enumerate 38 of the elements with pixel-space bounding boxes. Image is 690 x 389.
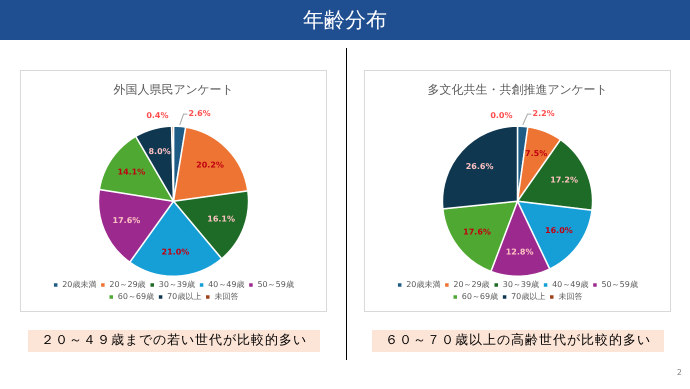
data-label: 14.1% <box>118 167 146 176</box>
legend-label: 60～69歳 <box>462 292 498 302</box>
legend-label: 20歳未満 <box>62 280 96 290</box>
data-label: 2.2% <box>532 109 555 118</box>
legend-label: 50～59歳 <box>257 280 294 290</box>
data-label: 26.6% <box>466 162 494 172</box>
legend-label: 40～49歳 <box>208 280 244 290</box>
data-label: 8.0% <box>148 147 171 156</box>
data-label: 17.2% <box>550 175 578 184</box>
text: 2 <box>676 368 682 377</box>
legend-label: 30～39歳 <box>158 280 196 290</box>
legend-label: 40～49歳 <box>552 280 588 290</box>
legend-label: 未回答 <box>558 292 582 302</box>
legend-label: 20～29歳 <box>453 280 490 290</box>
text: ２０～４９歳までの若い世代が比較的多い <box>28 330 320 352</box>
data-label: 7.5% <box>525 148 548 158</box>
data-label: 17.6% <box>112 216 140 225</box>
legend-label: 50～59歳 <box>601 280 638 290</box>
data-label: 17.6% <box>463 227 491 236</box>
chart-title: 多文化共生・共創推進アンケート <box>428 82 608 96</box>
legend-label: 未回答 <box>214 292 238 302</box>
data-label: 21.0% <box>162 247 190 256</box>
legend-label: 20歳未満 <box>406 280 440 290</box>
chart-title: 外国人県民アンケート <box>114 82 234 96</box>
legend-label: 60～69歳 <box>118 292 154 302</box>
legend-label: 70歳以上 <box>167 292 202 302</box>
legend-label: 30～39歳 <box>502 280 540 290</box>
data-label: 20.2% <box>196 160 224 170</box>
data-label: 12.8% <box>506 247 534 256</box>
data-label: 16.0% <box>545 226 573 236</box>
data-label: 16.1% <box>207 214 236 224</box>
text: ６０～７０歳以上の高齢世代が比較的多い <box>372 330 664 352</box>
legend-label: 20～29歳 <box>109 280 146 290</box>
data-label: 2.6% <box>188 109 211 118</box>
legend-label: 70歳以上 <box>511 292 546 302</box>
text: 年齢分布 <box>0 0 690 40</box>
text: 0.0% <box>490 111 512 120</box>
data-label: 0.4% <box>146 111 168 120</box>
